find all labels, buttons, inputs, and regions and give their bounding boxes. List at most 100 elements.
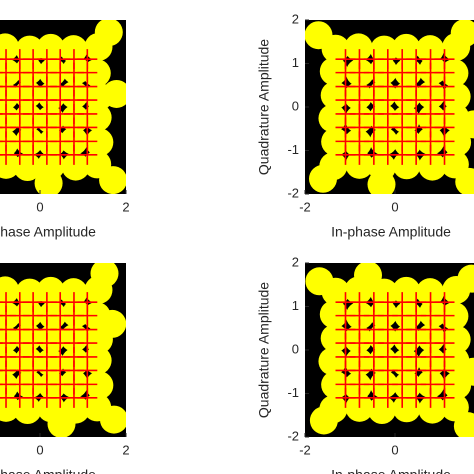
x-tick-label: 2 xyxy=(122,442,129,457)
received-point xyxy=(370,35,399,64)
received-point xyxy=(442,325,471,354)
received-point xyxy=(36,105,65,134)
received-point xyxy=(418,299,447,328)
received-point xyxy=(309,406,338,435)
constellation-point xyxy=(434,292,455,313)
received-point xyxy=(368,103,397,132)
received-point xyxy=(13,323,42,352)
received-point xyxy=(62,299,91,328)
received-point xyxy=(94,20,123,47)
received-point xyxy=(455,167,474,194)
received-point xyxy=(319,57,348,86)
received-point xyxy=(62,56,91,85)
received-point xyxy=(34,169,63,194)
received-point xyxy=(391,105,420,134)
received-point xyxy=(345,150,374,179)
received-point xyxy=(457,264,474,293)
constellation-point xyxy=(77,49,98,70)
received-point xyxy=(61,104,90,133)
received-point xyxy=(368,80,397,109)
received-point xyxy=(305,21,333,50)
received-point xyxy=(102,79,126,108)
x-tick-label: 0 xyxy=(36,442,43,457)
y-tick-label: -2 xyxy=(287,428,299,443)
received-point xyxy=(83,103,112,132)
received-point xyxy=(98,309,126,338)
received-point xyxy=(0,82,19,111)
received-point xyxy=(369,56,398,85)
received-point xyxy=(85,371,114,400)
received-point xyxy=(38,128,67,157)
received-point xyxy=(344,325,373,354)
received-point xyxy=(37,81,66,110)
y-tick-label: -2 xyxy=(287,185,299,200)
plot-marks xyxy=(305,20,474,194)
y-tick-label: 1 xyxy=(292,55,299,70)
y-axis-label: Quadrature Amplitude xyxy=(256,39,272,175)
received-point xyxy=(0,276,20,305)
x-tick-label: -2 xyxy=(299,442,311,457)
received-point xyxy=(459,110,474,139)
plot-marks xyxy=(0,263,126,437)
received-point xyxy=(14,103,43,132)
received-point xyxy=(0,33,20,62)
received-point xyxy=(416,35,445,64)
received-point xyxy=(0,372,19,401)
received-point xyxy=(61,152,90,181)
received-point xyxy=(318,347,347,376)
received-point xyxy=(47,409,76,437)
received-point xyxy=(36,276,65,305)
constellation-point xyxy=(77,292,98,313)
received-point xyxy=(393,324,422,353)
received-point xyxy=(367,396,396,425)
x-tick-label: 2 xyxy=(122,199,129,214)
y-tick-label: 2 xyxy=(292,254,299,269)
received-point xyxy=(368,323,397,352)
received-point xyxy=(442,82,471,111)
received-point xyxy=(0,129,19,158)
received-point xyxy=(320,324,349,353)
received-point xyxy=(14,346,43,375)
received-point xyxy=(417,104,446,133)
received-point xyxy=(321,127,350,156)
received-point xyxy=(453,412,474,437)
received-point xyxy=(416,278,445,307)
received-point xyxy=(59,278,88,307)
received-point xyxy=(392,276,421,305)
received-point xyxy=(393,371,422,400)
received-point xyxy=(344,33,373,62)
received-point xyxy=(344,82,373,111)
received-point xyxy=(99,166,126,194)
received-point xyxy=(393,81,422,110)
received-point xyxy=(13,80,42,109)
plot-marks xyxy=(0,20,126,194)
received-point xyxy=(369,299,398,328)
received-point xyxy=(367,170,396,194)
received-point xyxy=(309,164,337,193)
received-point xyxy=(368,346,397,375)
received-point xyxy=(320,81,349,110)
received-point xyxy=(417,347,446,376)
received-point xyxy=(343,129,372,158)
received-point xyxy=(15,278,44,307)
received-point xyxy=(321,370,350,399)
received-point xyxy=(392,394,421,423)
x-tick-label: 0 xyxy=(391,442,398,457)
received-point xyxy=(354,263,382,290)
received-point xyxy=(391,348,420,377)
x-tick-label: 0 xyxy=(391,199,398,214)
received-point xyxy=(345,393,374,422)
received-point xyxy=(450,20,474,48)
received-point xyxy=(36,33,65,62)
received-point xyxy=(459,357,474,386)
received-point xyxy=(418,152,447,181)
x-tick-label: -2 xyxy=(299,199,311,214)
received-point xyxy=(83,346,112,375)
received-point xyxy=(443,128,472,157)
received-point xyxy=(37,324,66,353)
received-point xyxy=(99,405,126,434)
received-point xyxy=(319,300,348,329)
x-axis-label: In-phase Amplitude xyxy=(331,467,451,474)
received-point xyxy=(15,35,44,64)
